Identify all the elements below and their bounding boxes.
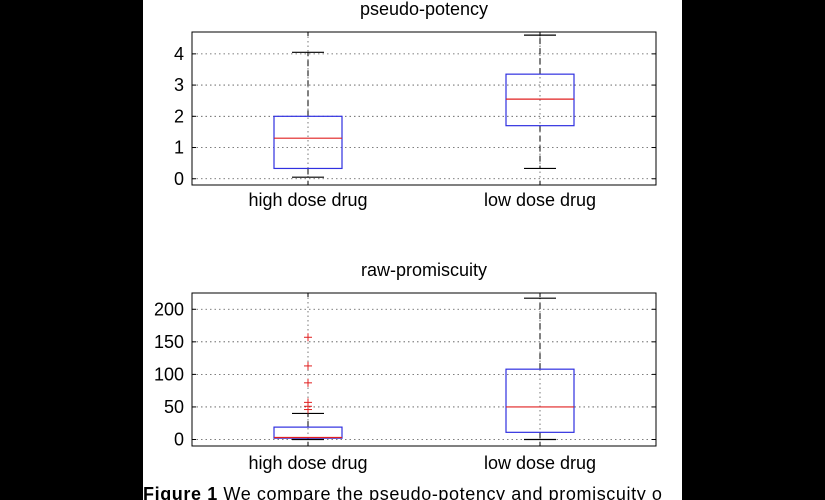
outlier-marker — [304, 361, 312, 370]
box-1 — [273, 333, 343, 441]
y-tick-label: 3 — [174, 75, 184, 95]
iqr-box — [505, 73, 575, 127]
box-1 — [273, 51, 343, 178]
chart-title: pseudo-potency — [360, 0, 488, 19]
y-tick-label: 0 — [174, 169, 184, 189]
x-tick-label: high dose drug — [248, 190, 367, 210]
chart-title: raw-promiscuity — [361, 260, 487, 280]
y-tick-label: 100 — [154, 364, 184, 384]
box-2 — [505, 297, 575, 441]
y-tick-label: 150 — [154, 332, 184, 352]
chart-panel-1: pseudo-potency 0 1 2 3 4 high dose drug low dos… — [174, 0, 657, 210]
plot-frame — [191, 292, 657, 447]
iqr-box — [273, 115, 343, 170]
caption-label: Figure 1 — [143, 484, 218, 500]
boxplot-figure: pseudo-potency 0 1 2 3 4 high dose drug low dos… — [154, 0, 657, 473]
y-tick-label: 50 — [164, 397, 184, 417]
x-tick-label: high dose drug — [248, 453, 367, 473]
iqr-box — [273, 426, 343, 439]
x-tick-label: low dose drug — [484, 190, 596, 210]
x-tick-label: low dose drug — [484, 453, 596, 473]
y-tick-label: 200 — [154, 299, 184, 319]
plot-frame — [191, 31, 657, 186]
figure-caption: Figure 1 We compare the pseudo-potency a… — [143, 484, 682, 500]
y-tick-label: 4 — [174, 44, 184, 64]
figure: pseudo-potency 0 1 2 3 4 high dose drug low dos… — [143, 0, 682, 500]
outlier-marker — [304, 333, 312, 342]
caption-text: We compare the pseudo-potency and promis… — [217, 484, 663, 500]
outlier-marker — [304, 398, 312, 407]
y-tick-label: 0 — [174, 429, 184, 449]
y-tick-label: 2 — [174, 106, 184, 126]
box-2 — [505, 34, 575, 170]
y-tick-label: 1 — [174, 138, 184, 158]
iqr-box — [505, 368, 575, 433]
outlier-marker — [304, 378, 312, 387]
chart-panel-2: raw-promiscuity 0 50 100 150 200 high dose dru… — [154, 260, 657, 473]
